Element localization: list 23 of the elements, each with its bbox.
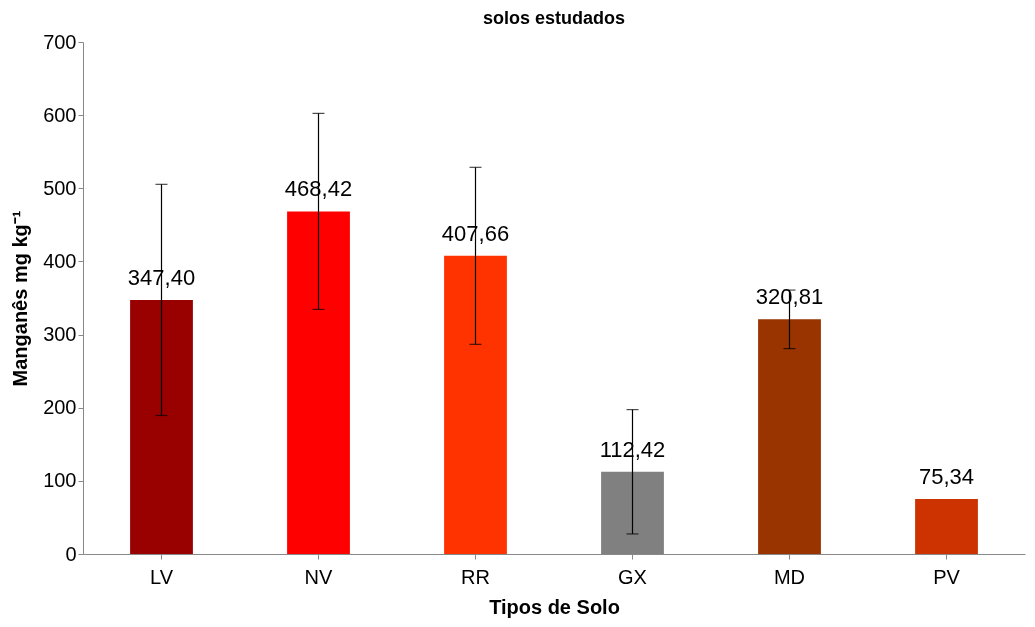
x-tick-label: PV [933,565,961,588]
y-tick-label: 600 [43,103,77,126]
bar [758,319,821,554]
x-tick-label: RR [461,565,490,588]
chart-title: solos estudados [482,8,626,28]
bar [915,498,978,554]
y-tick-label: 100 [43,469,77,492]
data-label: 75,34 [918,463,975,489]
y-axis-title: Manganês mg kg⁻¹ [9,210,32,387]
bar [287,211,350,554]
bar [444,255,507,554]
bar [130,299,193,554]
y-tick-label: 200 [43,396,77,419]
y-tick-label: 500 [43,176,77,199]
x-tick-label: MD [773,565,806,588]
y-tick-label: 300 [43,323,77,346]
x-axis-title: Tipos de Solo [489,595,620,618]
x-tick-label: GX [618,565,647,588]
x-tick-label: LV [150,565,174,588]
y-tick-label: 0 [65,542,77,565]
y-tick-label: 700 [43,30,77,53]
x-tick-label: NV [304,565,334,588]
y-tick-label: 400 [43,249,77,272]
